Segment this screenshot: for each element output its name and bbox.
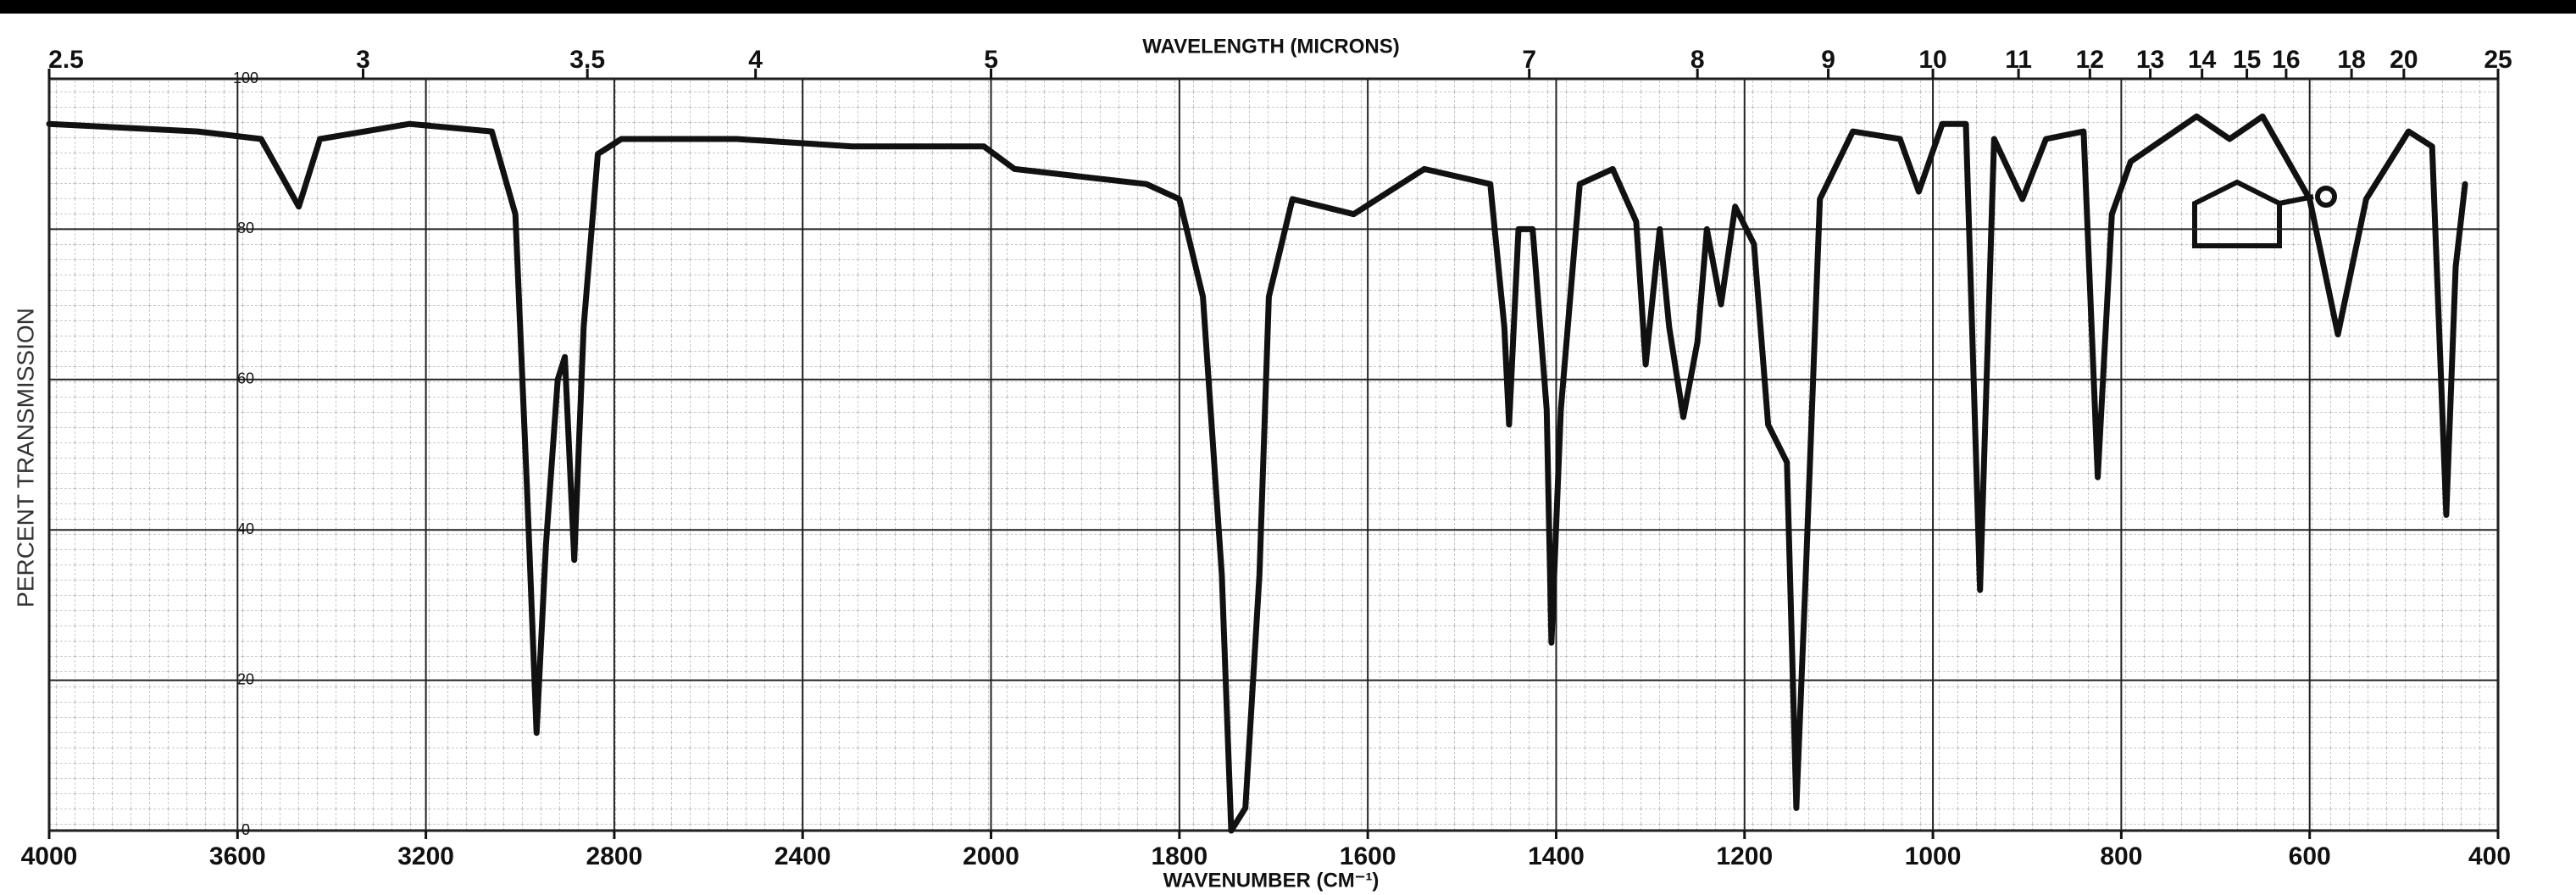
top-tick-label: 3.5 [569, 46, 605, 74]
x-tick-label: 1400 [1528, 842, 1585, 870]
top-axis-title: WAVELENGTH (MICRONS) [1142, 35, 1400, 58]
top-band [0, 0, 2576, 14]
x-tick-label: 3600 [209, 842, 266, 870]
top-tick-label: 5 [984, 46, 998, 74]
top-tick-label: 13 [2136, 46, 2164, 74]
x-tick-label: 3200 [397, 842, 454, 870]
top-tick-label: 12 [2076, 46, 2104, 74]
x-axis-title: WAVENUMBER (CM⁻¹) [1163, 869, 1380, 892]
top-tick-label: 10 [1918, 46, 1946, 74]
y-tick-label: 40 [237, 520, 254, 537]
top-tick-label: 15 [2233, 46, 2261, 74]
top-tick-label: 14 [2188, 46, 2217, 74]
plot-area [47, 77, 2500, 832]
top-tick-label: 7 [1522, 46, 1536, 74]
x-tick-label: 400 [2468, 842, 2511, 870]
x-tick-label: 2400 [774, 842, 831, 870]
y-tick-label: 60 [237, 370, 254, 387]
top-tick-label: 2.5 [48, 46, 84, 74]
top-tick-label: 18 [2337, 46, 2365, 74]
y-tick-label: 20 [237, 670, 254, 687]
y-axis-title: PERCENT TRANSMISSION [12, 308, 38, 608]
y-tick-label: 100 [233, 69, 258, 86]
x-tick-label: 4000 [21, 842, 78, 870]
x-tick-label: 1200 [1716, 842, 1773, 870]
x-tick-label: 1600 [1340, 842, 1396, 870]
x-tick-label: 1800 [1151, 842, 1208, 870]
top-tick-label: 16 [2272, 46, 2300, 74]
top-tick-label: 11 [2005, 46, 2032, 74]
spectrum-line [46, 113, 2468, 834]
top-tick-label: 3 [356, 46, 370, 74]
top-tick-label: 8 [1690, 46, 1705, 74]
x-tick-label: 600 [2289, 842, 2331, 870]
x-tick-label: 2800 [586, 842, 643, 870]
top-tick-label: 20 [2390, 46, 2418, 74]
y-tick-label: 80 [237, 220, 254, 236]
x-tick-label: 2000 [963, 842, 1019, 870]
x-tick-label: 800 [2100, 842, 2142, 870]
top-tick-label: 4 [748, 46, 763, 74]
x-tick-label: 1000 [1905, 842, 1962, 870]
top-tick-label: 25 [2484, 46, 2512, 74]
top-tick-label: 9 [1821, 46, 1835, 74]
y-tick-label: 0 [242, 821, 250, 838]
